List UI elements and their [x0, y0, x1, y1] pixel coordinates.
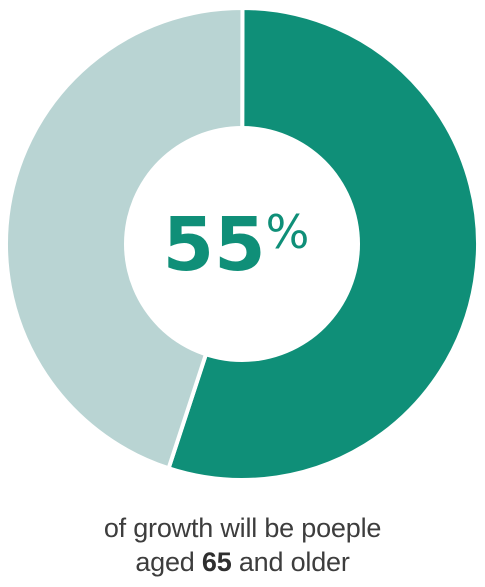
caption-prefix: aged: [135, 547, 202, 577]
caption-line-1: of growth will be poeple: [103, 513, 382, 543]
donut-chart: 55%: [4, 6, 480, 482]
center-number: 55: [163, 202, 266, 288]
caption-line-2: aged 65 and older: [0, 545, 485, 579]
percent-sign: %: [266, 205, 310, 259]
center-value: 55%: [163, 202, 310, 288]
caption-suffix: and older: [231, 547, 350, 577]
caption-age-number: 65: [201, 547, 232, 577]
donut-hole: [124, 126, 360, 362]
